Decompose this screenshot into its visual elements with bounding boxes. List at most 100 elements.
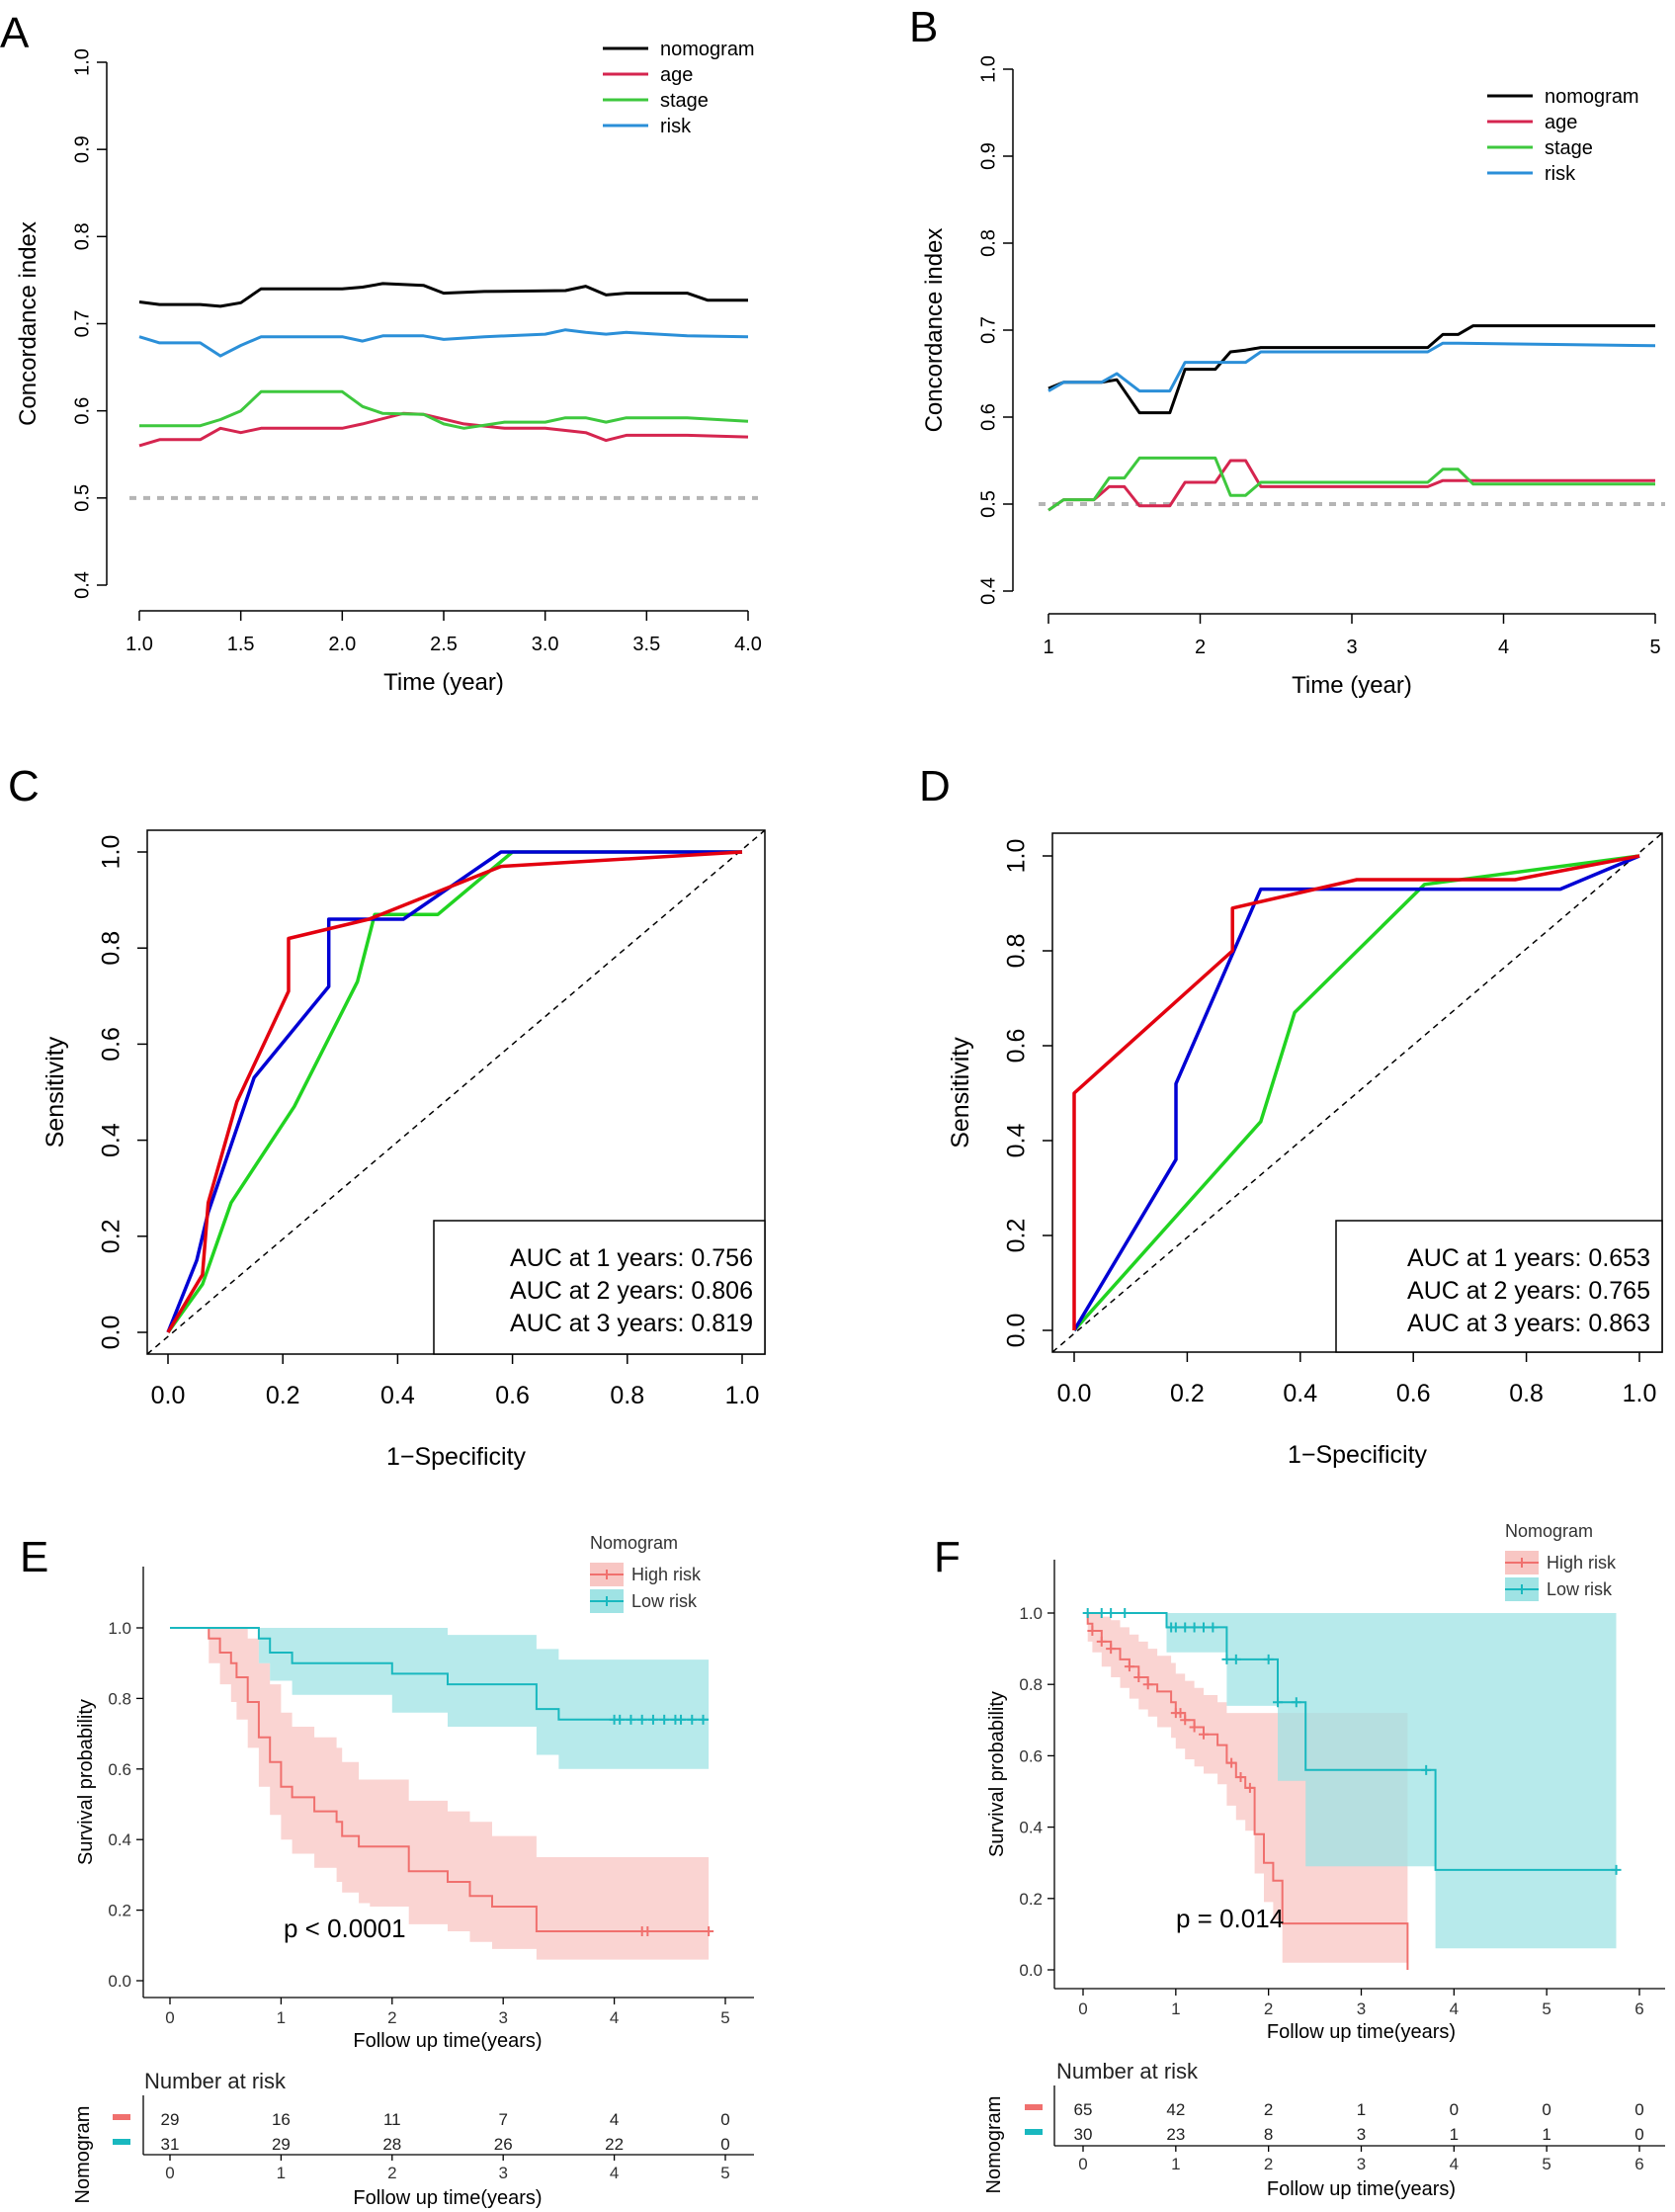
x-tick-label: 5 [720,2008,729,2027]
x-tick-label: 0.0 [151,1382,186,1409]
y-axis-title: Sensitivity [42,1036,69,1148]
y-tick-label: 0.8 [1003,934,1031,969]
risk-table-count: 3 [1357,2125,1366,2144]
y-tick-label: 0.7 [977,316,999,344]
x-tick-label: 0.0 [1057,1380,1092,1407]
risk-table-count: 0 [1634,2100,1643,2119]
y-tick-label: 0.8 [98,931,126,966]
x-tick-label: 1.0 [126,634,153,655]
panel-b-cindex-chart: 0.4 0.5 0.6 0.7 0.8 0.9 1.0 1 2 3 4 5 Time (year) Con… [921,55,1665,699]
risk-table-count: 4 [610,2110,619,2129]
panel-label-c: C [8,762,40,810]
censor-mark [636,1714,647,1725]
censor-mark [704,1926,714,1937]
legend-key-line [590,1596,624,1606]
risk-table-count: 2 [1264,2100,1273,2119]
x-tick-label: 1 [277,2008,286,2027]
risk-table-x-tick-label: 1 [1171,2155,1180,2173]
censor-mark [1189,1722,1200,1733]
y-tick-label: 0.2 [98,1219,126,1253]
risk-table-count: 0 [1450,2100,1459,2119]
y-tick-label: 0.4 [108,1830,131,1849]
risk-table-x-tick-label: 3 [1357,2155,1366,2173]
auc-legend-box [1335,1220,1663,1353]
x-tick-label: 1 [1171,1999,1180,2018]
y-tick-label: 0.4 [977,577,999,605]
x-tick-label: 0.8 [610,1382,644,1409]
x-axis-title: Time (year) [383,669,504,696]
x-tick-label: 1.0 [1623,1380,1657,1407]
x-tick-label: 1.5 [227,634,255,655]
risk-table-title: Number at risk [1056,2059,1199,2084]
panel-label-b: B [909,3,938,51]
censor-mark [1244,1782,1255,1793]
legend-label-nomogram: nomogram [660,39,755,60]
risk-table-count: 0 [720,2135,729,2154]
auc-legend-box [433,1220,766,1355]
risk-table-count: 1 [1450,2125,1459,2144]
x-tick-label: 0.4 [1283,1380,1317,1407]
censor-mark [659,1714,670,1725]
censor-mark [1124,1661,1134,1672]
censor-mark [1133,1671,1144,1682]
x-tick-label: 1 [1043,637,1053,658]
risk-table-count: 1 [1357,2100,1366,2119]
censor-mark [1198,1729,1209,1740]
x-tick-label: 0.2 [1170,1380,1205,1407]
risk-table-key-high-risk [1025,2104,1043,2110]
risk-table-key-low-risk [113,2139,130,2145]
risk-table-x-tick-label: 2 [387,2164,396,2182]
series-line-stage [139,389,749,430]
risk-table-count: 22 [605,2135,624,2154]
risk-table-y-title: Nomogram [72,2106,94,2204]
y-tick-label: 0.4 [1019,1819,1043,1837]
y-tick-label: 0.0 [108,1972,131,1991]
roc-curve-2-years [1072,854,1640,1331]
y-tick-label: 1.0 [71,48,93,76]
risk-table-key-low-risk [1025,2129,1043,2135]
panel-label-f: F [934,1533,961,1581]
survival-curve-low-risk [170,1627,710,1721]
legend-title: Nomogram [1505,1521,1593,1541]
censor-mark [698,1714,709,1725]
x-tick-label: 3.0 [532,634,559,655]
y-tick-label: 0.8 [108,1689,131,1708]
series-line-age [1047,459,1655,512]
censor-mark [1175,1708,1186,1719]
censor-mark [676,1714,687,1725]
censor-mark [1235,1772,1246,1783]
x-tick-label: 0.6 [1396,1380,1431,1407]
panel-e-km-chart: 0.0 0.2 0.4 0.6 0.8 1.0 0 1 2 3 4 5 Follow up time(y… [72,1533,754,2209]
legend-label: High risk [631,1565,702,1584]
censor-mark [1208,1622,1218,1633]
risk-table-x-tick-label: 0 [165,2164,174,2182]
censor-mark [1180,1715,1191,1726]
x-axis-title: Time (year) [1292,672,1412,699]
survival-curve-low-risk [1083,1612,1617,1871]
y-tick-label: 0.2 [1003,1219,1031,1253]
x-tick-label: 1.0 [725,1382,760,1409]
censor-mark [1189,1622,1200,1633]
legend-label: High risk [1547,1553,1617,1573]
x-axis-title: 1−Specificity [1288,1441,1428,1469]
risk-table-count: 0 [1634,2125,1643,2144]
censor-mark [1421,1764,1432,1775]
censor-mark [1170,1622,1181,1633]
y-tick-label: 1.0 [977,55,999,83]
roc-curve-2-years [166,850,742,1333]
series-line-risk [138,328,749,358]
y-tick-label: 0.8 [1019,1675,1043,1694]
legend-label-age: age [1545,112,1577,133]
risk-table-x-tick-label: 1 [277,2164,286,2182]
risk-table-count: 7 [498,2110,507,2129]
censor-mark [626,1714,636,1725]
risk-table-count: 28 [382,2135,401,2154]
risk-table-x-tick-label: 5 [720,2164,729,2182]
legend-label: Low risk [631,1591,698,1611]
risk-table-count: 42 [1166,2100,1185,2119]
x-tick-label: 0.6 [495,1382,530,1409]
panel-label-a: A [0,9,30,57]
risk-table-x-tick-label: 4 [610,2164,619,2182]
x-tick-label: 0.8 [1509,1380,1544,1407]
censor-mark [1198,1622,1209,1633]
